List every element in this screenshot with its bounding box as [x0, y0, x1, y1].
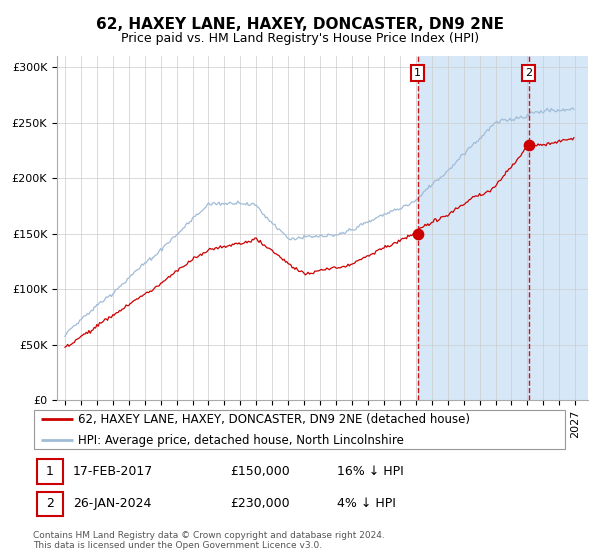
Text: Contains HM Land Registry data © Crown copyright and database right 2024.
This d: Contains HM Land Registry data © Crown c… — [33, 531, 385, 550]
Text: 26-JAN-2024: 26-JAN-2024 — [73, 497, 151, 510]
Text: 1: 1 — [414, 68, 421, 78]
Bar — [418, 56, 529, 400]
Text: 16% ↓ HPI: 16% ↓ HPI — [337, 465, 404, 478]
Bar — [529, 56, 599, 400]
Text: 1: 1 — [46, 465, 54, 478]
Point — [413, 229, 422, 238]
Text: 2: 2 — [525, 68, 532, 78]
Text: 2: 2 — [46, 497, 54, 510]
Text: £230,000: £230,000 — [230, 497, 290, 510]
FancyBboxPatch shape — [37, 492, 63, 516]
Text: 62, HAXEY LANE, HAXEY, DONCASTER, DN9 2NE: 62, HAXEY LANE, HAXEY, DONCASTER, DN9 2N… — [96, 17, 504, 32]
Text: £150,000: £150,000 — [230, 465, 290, 478]
Text: 4% ↓ HPI: 4% ↓ HPI — [337, 497, 396, 510]
Text: Price paid vs. HM Land Registry's House Price Index (HPI): Price paid vs. HM Land Registry's House … — [121, 32, 479, 45]
FancyBboxPatch shape — [34, 410, 565, 449]
FancyBboxPatch shape — [37, 459, 63, 484]
Text: 62, HAXEY LANE, HAXEY, DONCASTER, DN9 2NE (detached house): 62, HAXEY LANE, HAXEY, DONCASTER, DN9 2N… — [79, 413, 470, 426]
Text: 17-FEB-2017: 17-FEB-2017 — [73, 465, 154, 478]
Text: HPI: Average price, detached house, North Lincolnshire: HPI: Average price, detached house, Nort… — [79, 434, 404, 447]
Point — [524, 141, 533, 150]
